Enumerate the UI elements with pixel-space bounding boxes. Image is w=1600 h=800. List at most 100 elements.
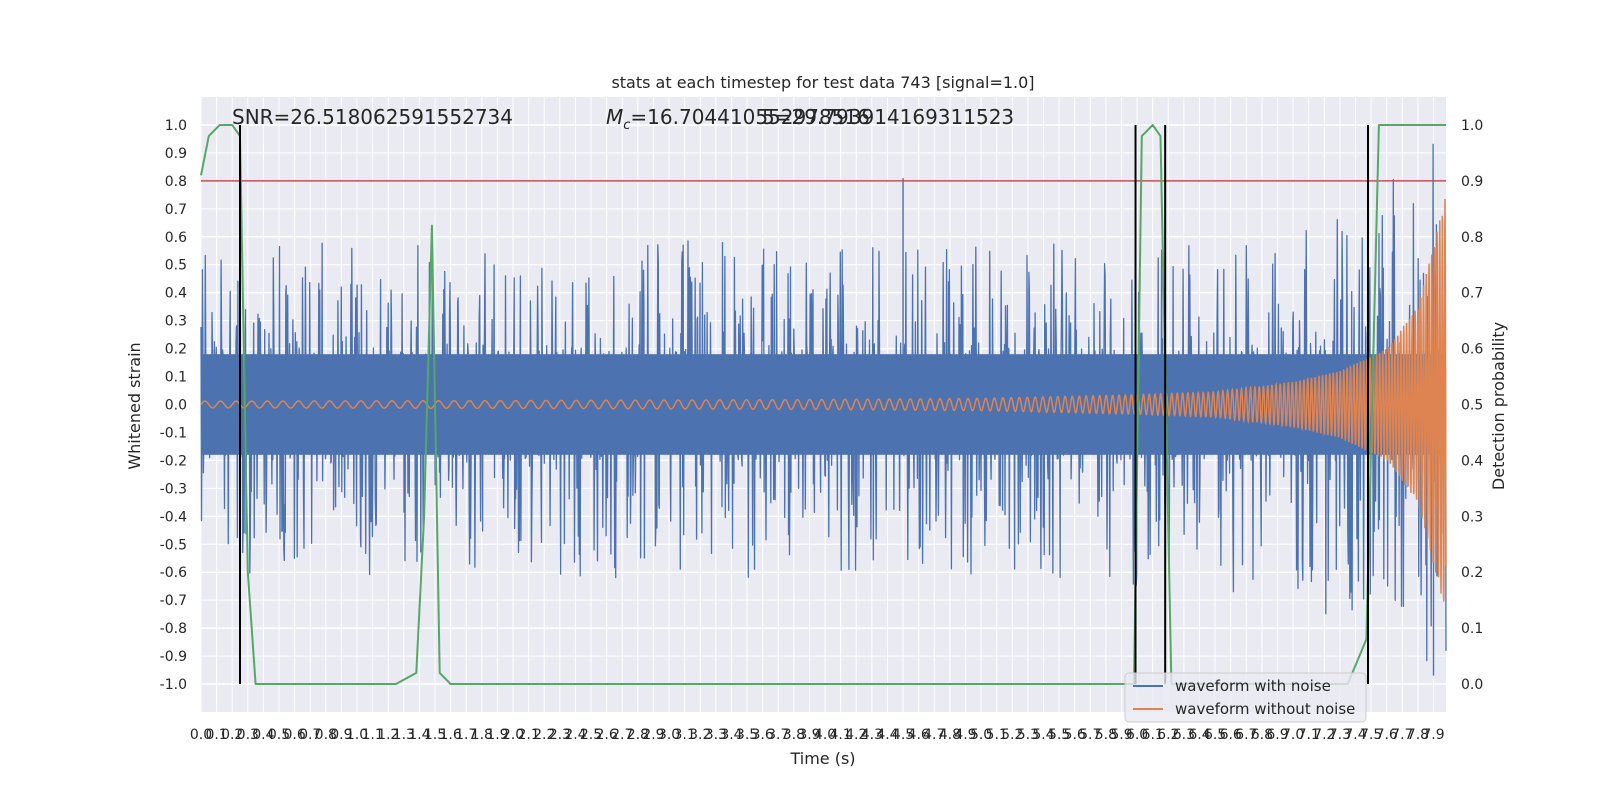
x-tick-label: 5.9: [1110, 727, 1132, 743]
y2-tick-label: 0.0: [1461, 677, 1483, 693]
y-tick-label: 1.0: [165, 118, 187, 134]
y2-axis-label: Detection probability: [1489, 322, 1508, 490]
x-tick-label: 6.6: [1220, 727, 1242, 743]
x-tick-label: 3.5: [736, 727, 758, 743]
clean-trace: [200, 199, 1447, 602]
y-tick-label: 0.5: [165, 258, 187, 274]
y-tick-label: 0.7: [165, 202, 187, 218]
y-axis-label: Whitened strain: [125, 342, 144, 469]
x-tick-label: 0.8: [315, 727, 337, 743]
x-tick-label: 6.9: [1266, 727, 1288, 743]
y-tick-label: -1.0: [160, 677, 187, 693]
x-tick-labels: 0.00.10.20.30.40.50.60.70.80.91.01.11.21…: [190, 727, 1445, 743]
x-tick-label: 2.6: [596, 727, 618, 743]
x-tick-label: 0.1: [205, 727, 227, 743]
x-tick-label: 1.9: [486, 727, 508, 743]
x-tick-label: 0.4: [252, 727, 274, 743]
y-tick-label: -0.2: [160, 453, 187, 469]
overlap-annotation: 5=29.793914169311523: [762, 105, 1014, 129]
x-tick-label: 3.2: [689, 727, 711, 743]
x-tick-label: 5.4: [1032, 727, 1054, 743]
x-tick-label: 4.0: [814, 727, 836, 743]
x-tick-label: 5.3: [1017, 727, 1039, 743]
y-tick-label: -0.8: [160, 621, 187, 637]
x-tick-label: 4.8: [939, 727, 961, 743]
y-tick-label: 0.9: [165, 146, 187, 162]
x-tick-label: 2.8: [627, 727, 649, 743]
y2-tick-label: 0.8: [1461, 230, 1483, 246]
x-tick-label: 6.4: [1188, 727, 1210, 743]
x-tick-label: 5.5: [1048, 727, 1070, 743]
x-tick-label: 0.7: [299, 727, 321, 743]
x-tick-label: 7.4: [1344, 727, 1366, 743]
x-tick-label: 1.4: [408, 727, 430, 743]
x-tick-label: 0.6: [283, 727, 305, 743]
y-tick-label: 0.6: [165, 230, 187, 246]
x-tick-label: 7.7: [1391, 727, 1413, 743]
x-tick-label: 3.4: [720, 727, 742, 743]
x-tick-label: 4.6: [908, 727, 930, 743]
y-tick-label: 0.8: [165, 174, 187, 190]
y2-tick-label: 0.3: [1461, 509, 1483, 525]
x-tick-label: 6.3: [1173, 727, 1195, 743]
x-tick-label: 7.2: [1313, 727, 1335, 743]
x-axis-label: Time (s): [789, 749, 855, 768]
y2-tick-label: 0.6: [1461, 342, 1483, 358]
y2-tick-label: 0.2: [1461, 565, 1483, 581]
x-tick-label: 4.7: [923, 727, 945, 743]
x-tick-label: 7.1: [1298, 727, 1320, 743]
y-tick-label: -0.5: [160, 537, 187, 553]
x-tick-label: 0.9: [330, 727, 352, 743]
x-tick-label: 0.2: [221, 727, 243, 743]
x-tick-label: 6.8: [1251, 727, 1273, 743]
x-tick-label: 6.7: [1235, 727, 1257, 743]
x-tick-label: 2.2: [533, 727, 555, 743]
y2-tick-label: 0.4: [1461, 453, 1483, 469]
x-tick-label: 4.1: [830, 727, 852, 743]
legend-label-noisy: waveform with noise: [1175, 677, 1331, 695]
y2-tick-label: 0.1: [1461, 621, 1483, 637]
x-tick-label: 2.7: [611, 727, 633, 743]
x-tick-label: 4.2: [845, 727, 867, 743]
y-tick-label: 0.2: [165, 342, 187, 358]
y2-tick-label: 0.7: [1461, 286, 1483, 302]
x-tick-label: 4.9: [954, 727, 976, 743]
y-tick-label: 0.0: [165, 398, 187, 414]
y-tick-label: -0.1: [160, 425, 187, 441]
x-tick-label: 1.1: [361, 727, 383, 743]
x-tick-label: 7.3: [1329, 727, 1351, 743]
y-tick-label: -0.7: [160, 593, 187, 609]
x-tick-label: 3.8: [783, 727, 805, 743]
x-tick-label: 7.8: [1407, 727, 1429, 743]
legend-label-clean: waveform without noise: [1175, 700, 1355, 718]
x-tick-label: 3.3: [705, 727, 727, 743]
x-tick-label: 1.2: [377, 727, 399, 743]
y2-tick-label: 1.0: [1461, 118, 1483, 134]
legend: waveform with noise waveform without noi…: [1124, 672, 1367, 723]
x-tick-label: 6.0: [1126, 727, 1148, 743]
x-tick-label: 7.0: [1282, 727, 1304, 743]
y-tick-label: 0.4: [165, 286, 187, 302]
x-tick-label: 1.6: [439, 727, 461, 743]
y-tick-label: -0.4: [160, 509, 187, 525]
y-tick-label: -0.6: [160, 565, 187, 581]
x-tick-label: 1.0: [346, 727, 368, 743]
x-tick-label: 0.3: [237, 727, 259, 743]
x-tick-label: 6.1: [1142, 727, 1164, 743]
y-tick-labels: -1.0 -0.9 -0.8 -0.7 -0.6 -0.5 -0.4 -0.3 -0.2 -0.1…: [160, 118, 187, 693]
x-tick-label: 5.0: [970, 727, 992, 743]
y-tick-label: 0.3: [165, 314, 187, 330]
x-tick-label: 5.7: [1079, 727, 1101, 743]
x-tick-label: 2.0: [502, 727, 524, 743]
x-tick-label: 3.7: [767, 727, 789, 743]
x-tick-label: 5.1: [986, 727, 1008, 743]
detection-vlines: [239, 124, 1369, 685]
x-tick-label: 3.1: [674, 727, 696, 743]
x-tick-label: 5.6: [1064, 727, 1086, 743]
x-tick-label: 2.4: [564, 727, 586, 743]
x-tick-label: 3.6: [752, 727, 774, 743]
x-tick-label: 2.1: [517, 727, 539, 743]
chart-title: stats at each timestep for test data 743…: [611, 73, 1034, 92]
x-tick-label: 2.3: [549, 727, 571, 743]
